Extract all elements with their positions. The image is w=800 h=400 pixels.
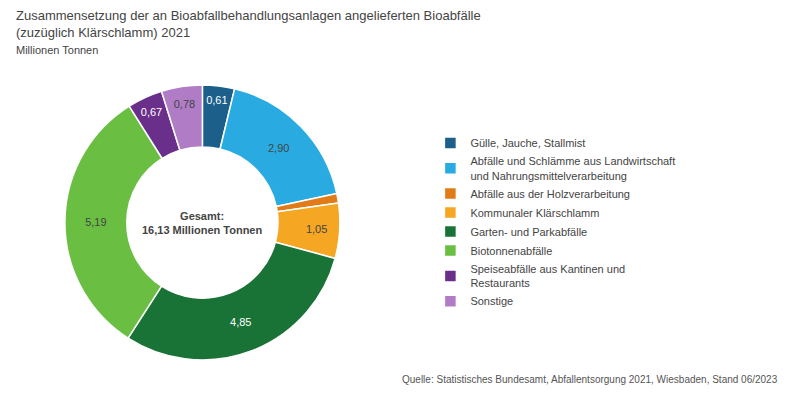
svg-text:5,19: 5,19 <box>85 216 106 228</box>
svg-text:0,61: 0,61 <box>206 94 227 106</box>
svg-text:Quelle: Statistisches Bundesam: Quelle: Statistisches Bundesamt, Abfalle… <box>402 374 778 385</box>
svg-text:Gesamt:16,13 Millionen Tonnen: Gesamt:16,13 Millionen Tonnen <box>142 210 262 236</box>
svg-text:Zusammensetzung der an Bioabfa: Zusammensetzung der an Bioabfallbehandlu… <box>16 8 481 56</box>
svg-text:2,90: 2,90 <box>268 142 289 154</box>
svg-text:0,78: 0,78 <box>174 98 195 110</box>
svg-text:Sonstige: Sonstige <box>470 295 513 307</box>
svg-text:Biotonnenabfälle: Biotonnenabfälle <box>470 245 552 257</box>
svg-text:1,05: 1,05 <box>306 223 327 235</box>
svg-text:4,85: 4,85 <box>230 316 251 328</box>
svg-text:Gülle, Jauche, Stallmist: Gülle, Jauche, Stallmist <box>470 137 585 149</box>
svg-text:Speiseabfälle aus Kantinen und: Speiseabfälle aus Kantinen undRestaurant… <box>470 263 625 289</box>
svg-text:0,67: 0,67 <box>141 106 162 118</box>
svg-text:Abfälle aus der Holzverarbeitu: Abfälle aus der Holzverarbeitung <box>470 188 630 200</box>
svg-text:Abfälle und Schlämme aus Landw: Abfälle und Schlämme aus Landwirtschaftu… <box>470 155 675 181</box>
svg-text:Kommunaler Klärschlamm: Kommunaler Klärschlamm <box>470 207 599 219</box>
svg-text:Garten- und Parkabfälle: Garten- und Parkabfälle <box>470 226 587 238</box>
